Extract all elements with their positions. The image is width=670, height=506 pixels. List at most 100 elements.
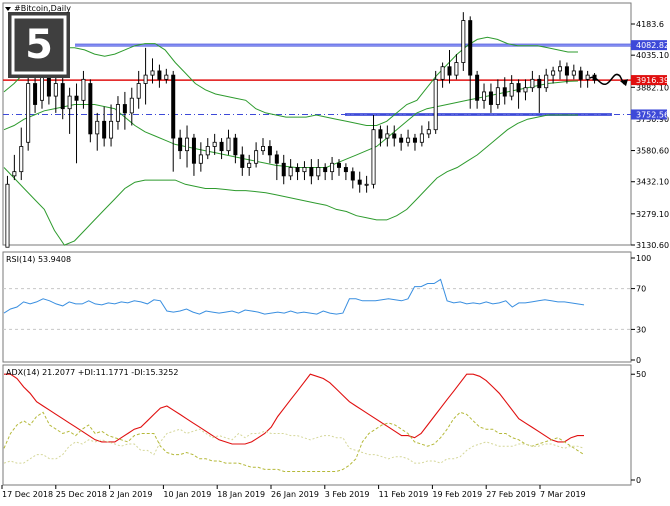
candle-body	[150, 70, 155, 76]
candle-body	[475, 74, 480, 101]
candle-body	[392, 133, 397, 139]
title-dropdown-icon[interactable]	[5, 7, 11, 11]
forecast-arrow-head	[620, 79, 628, 87]
candle-body	[433, 78, 438, 131]
price-panel-frame	[2, 2, 632, 246]
candle-body	[330, 162, 335, 173]
candle-body	[350, 171, 355, 181]
rsi-tick-label: 70	[636, 285, 646, 294]
time-tick-label: 26 Jan 2019	[271, 490, 319, 499]
candle-body	[551, 70, 556, 76]
candle-body	[426, 129, 431, 135]
candle-body	[60, 83, 65, 110]
di-plus-line	[3, 411, 585, 472]
candle-body	[295, 167, 300, 173]
candle-body	[74, 95, 79, 101]
brand-logo-border	[11, 15, 67, 75]
rsi-plot-area	[3, 278, 631, 330]
candle-body	[164, 74, 169, 80]
candle-body	[81, 78, 86, 101]
candle-body	[109, 120, 114, 139]
candle-body	[19, 146, 24, 173]
candle-body	[185, 137, 190, 152]
current-price-tag	[631, 75, 667, 86]
candle-body	[247, 162, 252, 168]
candle-body	[5, 183, 10, 248]
candle-body	[502, 87, 507, 97]
lower-level-label: 3752.56	[636, 110, 669, 119]
bollinger-upper-band	[3, 36, 578, 126]
candle-body	[115, 104, 120, 122]
adx-tick-label: 0	[636, 476, 641, 485]
candle-body	[26, 83, 31, 143]
rsi-title: RSI(14) 53.9408	[6, 255, 71, 264]
brand-logo: 5	[8, 12, 70, 78]
candle-body	[336, 162, 341, 168]
candle-body	[454, 62, 459, 76]
price-tick-label: 3130.60	[636, 241, 669, 250]
window-title-text: #Bitcoin,Daily	[14, 4, 71, 13]
current-level-label: 3916.39	[636, 76, 669, 85]
candle-body	[323, 167, 328, 173]
rsi-line	[3, 278, 585, 315]
rsi-axis: 100 70 30 0	[631, 254, 651, 365]
candle-body	[571, 70, 576, 76]
window-title: #Bitcoin,Daily	[5, 4, 71, 13]
adx-tick-label: 50	[636, 370, 646, 379]
candle-body	[267, 146, 272, 156]
upper-level-label: 4082.82	[636, 41, 669, 50]
rsi-panel[interactable]: 100 70 30 0 RSI(14) 53.9408	[2, 251, 651, 365]
candle-body	[544, 74, 549, 89]
bollinger-lower-band	[3, 114, 578, 246]
rsi-tick-label: 100	[636, 254, 651, 263]
time-tick-label: 19 Feb 2019	[432, 490, 482, 499]
brand-logo-letter: 5	[25, 22, 53, 68]
candle-body	[122, 104, 127, 114]
candle-body	[343, 167, 348, 173]
time-tick-label: 17 Dec 2018	[2, 490, 53, 499]
candle-body	[371, 129, 376, 185]
candle-body	[212, 141, 217, 147]
candle-body	[482, 91, 487, 101]
candle-body	[495, 87, 500, 105]
time-tick-label: 18 Jan 2019	[217, 490, 265, 499]
time-tick-label: 7 Mar 2019	[540, 490, 586, 499]
candle-body	[191, 137, 196, 164]
candle-body	[274, 154, 279, 164]
adx-panel-frame	[2, 364, 632, 486]
price-tick-label: 3730.90	[636, 115, 669, 124]
candle-body	[302, 167, 307, 173]
forecast-arrow	[589, 73, 625, 85]
support-level-tag	[631, 109, 667, 120]
candle-body	[198, 154, 203, 164]
candle-body	[261, 146, 266, 152]
resistance-level-tag	[631, 40, 667, 51]
candle-body	[281, 162, 286, 177]
candle-body	[143, 74, 148, 84]
candle-body	[419, 133, 424, 143]
time-tick-label: 3 Feb 2019	[325, 490, 370, 499]
candle-body	[385, 133, 390, 139]
candle-body	[288, 167, 293, 177]
adx-axis: 50 0	[631, 370, 646, 485]
candle-body	[171, 74, 176, 139]
price-tick-label: 3279.10	[636, 210, 669, 219]
time-tick-label: 10 Jan 2019	[163, 490, 211, 499]
price-axis: 4183.6 4035.10 3882.10 3730.90 3580.60 3432.1…	[631, 20, 669, 250]
candle-body	[178, 137, 183, 152]
price-tick-label: 4183.6	[636, 20, 664, 29]
candle-body	[309, 167, 314, 177]
adx-panel[interactable]: 50 0 ADX(14) 21.2077 +DI:11.1771 -DI:15.3…	[2, 364, 646, 486]
candle-body	[12, 171, 17, 177]
candle-body	[157, 70, 162, 80]
candle-body	[53, 83, 58, 97]
price-tick-label: 3580.60	[636, 147, 669, 156]
di-minus-line	[3, 428, 585, 464]
adx-title: ADX(14) 21.2077 +DI:11.1771 -DI:15.3252	[6, 368, 178, 377]
candle-body	[523, 87, 528, 93]
candle-body	[316, 167, 321, 177]
price-panel[interactable]: 4183.6 4035.10 3882.10 3730.90 3580.60 3432.1…	[2, 2, 669, 250]
candle-body	[95, 120, 100, 135]
